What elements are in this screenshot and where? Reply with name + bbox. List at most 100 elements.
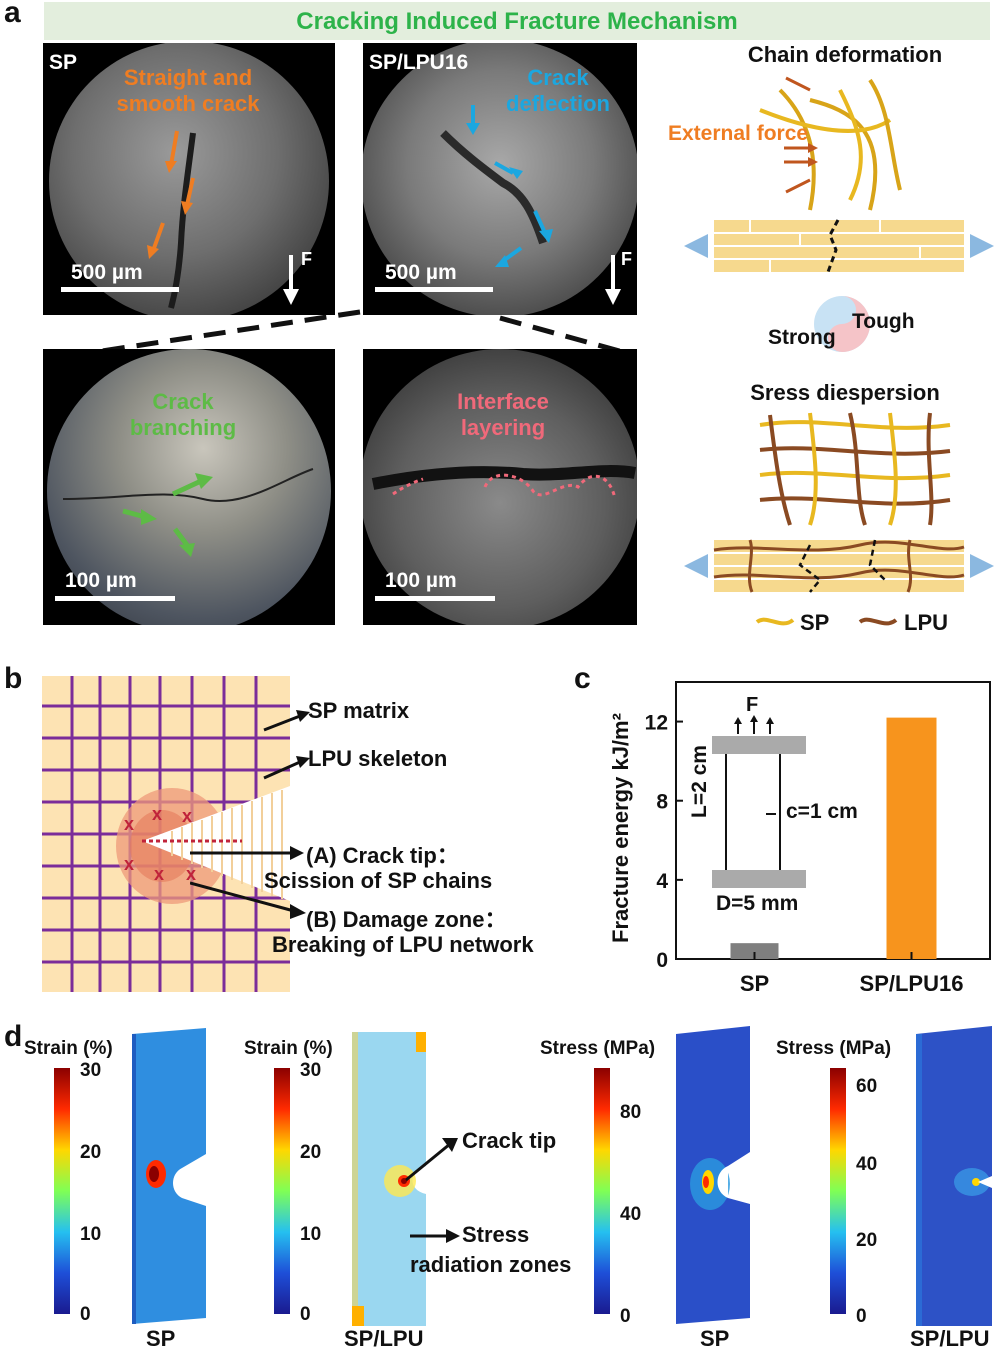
svg-text:x: x	[124, 854, 134, 874]
crack-tip-annotation: Crack tip	[462, 1128, 557, 1153]
x-tick-label: SP	[740, 971, 769, 996]
annotation-line: deflection	[506, 91, 610, 116]
damage-zone-line2: Breaking of LPU network	[272, 932, 534, 957]
annotation-line: layering	[460, 415, 546, 440]
colorbar-stress	[594, 1068, 610, 1314]
panel-b-label: b	[4, 662, 23, 695]
sem-image-layering: Interface layering 100 µm	[363, 349, 637, 625]
map-sample-label: SP	[146, 1326, 176, 1351]
strain-map-sp-lpu	[352, 1032, 426, 1326]
annotation-interface-layering: Interface layering	[433, 389, 573, 441]
force-label: F	[621, 249, 632, 269]
svg-text:x: x	[182, 806, 192, 826]
chain-deformation-illustration	[684, 76, 994, 273]
colorbar-title: Strain (%)	[24, 1038, 113, 1059]
layering-overlay	[371, 465, 637, 500]
map-sample-label: SP	[700, 1326, 730, 1351]
yin-yang-icon	[814, 296, 870, 352]
annotation-straight-crack: Straight and smooth crack	[103, 65, 273, 117]
stress-dispersion-illustration	[684, 412, 994, 593]
sem-field-layering	[363, 349, 637, 625]
optical-image-branching: Crack branching 100 µm	[43, 349, 335, 625]
colorbar-stress	[830, 1068, 846, 1314]
zoom-guide-lines	[94, 309, 631, 357]
crack-overlay-sp-lpu16	[440, 105, 553, 267]
y-tick-label: 8	[656, 791, 668, 814]
svg-text:x: x	[154, 864, 164, 884]
fracture-energy-chart: Fracture energy kJ/m² 0 4 8 12 SP SP/LPU16	[608, 681, 991, 996]
branching-arrows	[62, 468, 314, 557]
colorbar-tick: 0	[300, 1304, 311, 1325]
panel-d-label: d	[4, 1020, 23, 1053]
colorbar-tick: 10	[300, 1224, 322, 1245]
map-sample-label: SP/LPU	[344, 1326, 424, 1351]
colorbar-tick: 30	[300, 1060, 322, 1081]
colorbar-tick: 0	[80, 1304, 91, 1325]
colorbar-tick: 40	[856, 1154, 878, 1175]
svg-text:x: x	[186, 864, 196, 884]
colorbar-tick: 30	[80, 1060, 102, 1081]
chart-y-ticks: 0 4 8 12	[645, 712, 683, 972]
annotation-line: Straight and	[123, 65, 253, 90]
specimen-inset	[712, 715, 806, 888]
bar-sp-lpu16	[886, 717, 937, 959]
annotation-line: Interface	[457, 389, 549, 414]
tough-label: Tough	[852, 310, 915, 333]
colorbar-title: Strain (%)	[244, 1038, 333, 1059]
crack-tip-line2: Scission of SP chains	[264, 868, 493, 893]
damage-zone-line1: (B) Damage zone：	[306, 907, 507, 932]
strong-label: Strong	[768, 326, 836, 349]
inset-force-label: F	[746, 694, 759, 716]
chart-x-ticks: SP SP/LPU16	[740, 952, 964, 996]
crack-tip-line1: (A) Crack tip：	[306, 843, 459, 868]
colorbar-tick: 0	[620, 1306, 631, 1327]
colorbar-tick: 60	[856, 1076, 878, 1097]
annotation-line: branching	[129, 415, 237, 440]
stress-annotation-line2: radiation zones	[410, 1252, 572, 1277]
colorbar-tick: 20	[300, 1142, 322, 1163]
image-tag-sp: SP	[49, 51, 78, 74]
stress-map-sp	[676, 1026, 750, 1324]
colorbar-strain	[274, 1068, 290, 1314]
sp-matrix-label: SP matrix	[308, 698, 410, 723]
colorbar-title: Stress (MPa)	[776, 1038, 892, 1059]
external-force-label: External force	[668, 122, 809, 145]
annotation-line: smooth crack	[116, 91, 260, 116]
colorbar-tick: 20	[80, 1142, 102, 1163]
chart-frame	[675, 681, 991, 960]
scale-bar	[375, 287, 493, 292]
scale-label: 500 µm	[71, 261, 143, 284]
colorbar-strain	[54, 1068, 70, 1314]
sem-image-sp-lpu16: SP/LPU16 Crack deflection 500 µm F	[363, 43, 637, 315]
colorbar-tick: 0	[856, 1306, 867, 1327]
chart-bars	[730, 717, 937, 959]
panel-c-label: c	[574, 662, 591, 695]
colorbar-tick: 10	[80, 1224, 102, 1245]
x-tick-label: SP/LPU16	[860, 971, 964, 996]
stress-map-sp-lpu	[916, 1026, 992, 1326]
chart-y-axis-label: Fracture energy kJ/m²	[608, 713, 633, 943]
colorbar-title: Stress (MPa)	[540, 1038, 656, 1059]
colorbar-tick: 20	[856, 1230, 878, 1251]
sp-legend-label: SP	[800, 610, 830, 635]
annotation-line: Crack	[152, 389, 214, 414]
lpu-skeleton-label: LPU skeleton	[308, 746, 448, 771]
scale-label: 100 µm	[65, 569, 137, 592]
y-tick-label: 0	[656, 949, 668, 972]
inset-width-label: D=5 mm	[716, 892, 799, 915]
annotation-crack-deflection: Crack deflection	[493, 65, 623, 117]
image-tag-sp-lpu16: SP/LPU16	[369, 51, 469, 74]
y-tick-label: 12	[645, 712, 668, 735]
sp-legend-swatch	[755, 617, 795, 626]
panel-a-label: a	[4, 0, 21, 29]
svg-text:x: x	[152, 804, 162, 824]
force-arrow-icon	[605, 255, 621, 305]
sem-image-sp: SP Straight and smooth crack 500 µm F	[43, 43, 335, 315]
force-arrow-icon	[283, 255, 299, 305]
lpu-legend-swatch	[858, 617, 898, 626]
scale-bar	[61, 287, 179, 292]
inset-length-label: L=2 cm	[688, 745, 711, 818]
colorbar-tick: 40	[620, 1204, 642, 1225]
bar-sp	[730, 943, 779, 959]
